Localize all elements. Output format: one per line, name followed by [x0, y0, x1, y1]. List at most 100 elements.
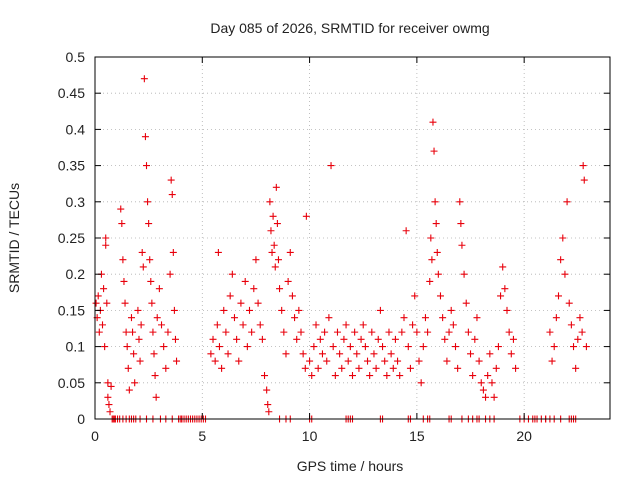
data-point [269, 212, 277, 220]
data-point [426, 277, 434, 285]
data-point [349, 372, 356, 380]
data-point [452, 343, 459, 351]
y-tick-label: 0.15 [58, 302, 85, 318]
data-point [557, 256, 565, 264]
data-point [226, 292, 234, 300]
data-point [274, 256, 282, 264]
data-point [261, 372, 269, 380]
data-point [381, 357, 389, 365]
data-point [406, 364, 414, 372]
data-point [501, 285, 509, 293]
data-point [152, 393, 160, 401]
data-point [237, 299, 245, 307]
data-point [364, 357, 372, 365]
data-point [129, 328, 137, 336]
data-point [173, 357, 181, 365]
data-point [434, 270, 442, 278]
chart-title: Day 085 of 2026, SRMTID for receiver owm… [210, 20, 489, 36]
data-point [150, 350, 158, 358]
data-point [211, 357, 219, 365]
y-tick-label: 0.35 [58, 158, 85, 174]
data-point [278, 306, 286, 314]
data-point [248, 328, 256, 336]
data-point [280, 328, 288, 336]
data-point [148, 299, 156, 307]
data-point [155, 285, 163, 293]
data-point [449, 321, 457, 329]
data-point [505, 328, 513, 336]
data-point [147, 277, 155, 285]
y-axis-ticks: 0 0.05 0.1 0.15 0.2 0.25 0.3 0.35 0.4 0.45 0.5 [58, 49, 610, 427]
data-point [490, 393, 498, 401]
data-point [293, 335, 301, 343]
data-point [122, 328, 130, 336]
data-point [235, 357, 243, 365]
data-point [458, 241, 466, 249]
data-point [492, 364, 500, 372]
data-point [424, 328, 432, 336]
data-point [499, 263, 507, 271]
data-point [233, 335, 241, 343]
plot-frame [94, 56, 611, 420]
data-point [336, 350, 344, 358]
data-point [270, 241, 278, 249]
data-point [563, 198, 571, 206]
data-point [427, 234, 435, 242]
data-point [267, 227, 275, 235]
data-point [413, 328, 421, 336]
data-point [254, 299, 262, 307]
data-points [92, 75, 590, 423]
data-point [479, 386, 487, 394]
data-point [140, 75, 148, 83]
data-point [106, 408, 114, 416]
data-point [374, 335, 382, 343]
data-point [222, 328, 230, 336]
data-point [570, 343, 578, 351]
data-point [555, 292, 562, 300]
x-tick-label: 10 [302, 428, 318, 444]
x-axis-ticks: 0 5 10 15 20 [91, 57, 532, 444]
data-point [250, 285, 258, 293]
x-axis-label: GPS time / hours [297, 458, 404, 474]
data-point [323, 357, 331, 365]
data-point [252, 256, 260, 264]
data-point [582, 343, 590, 351]
data-point [316, 335, 324, 343]
data-point [387, 350, 395, 358]
data-point [301, 364, 309, 372]
data-point [256, 321, 264, 329]
data-point [282, 350, 290, 358]
data-point [264, 401, 272, 409]
data-point [409, 321, 417, 329]
data-point [321, 328, 329, 336]
data-point [333, 328, 341, 336]
data-point [164, 328, 172, 336]
data-point [327, 162, 335, 170]
data-point [137, 321, 145, 329]
data-point [214, 248, 222, 256]
data-point [385, 328, 393, 336]
data-point [400, 314, 408, 322]
data-point [368, 328, 376, 336]
data-point [284, 277, 292, 285]
data-point [338, 364, 346, 372]
data-point [432, 220, 440, 228]
data-point [355, 364, 363, 372]
data-point [475, 357, 483, 365]
data-point [124, 364, 132, 372]
data-point [295, 306, 303, 314]
data-point [220, 306, 228, 314]
data-point [246, 306, 253, 314]
data-point [286, 248, 294, 256]
data-point [469, 372, 477, 380]
data-point [144, 198, 152, 206]
data-point [579, 162, 587, 170]
data-point [411, 292, 419, 300]
x-tick-label: 15 [409, 428, 425, 444]
data-point [94, 292, 102, 300]
data-point [351, 328, 359, 336]
data-point [550, 343, 558, 351]
data-point [146, 256, 154, 264]
data-point [404, 343, 412, 351]
data-point [103, 299, 111, 307]
